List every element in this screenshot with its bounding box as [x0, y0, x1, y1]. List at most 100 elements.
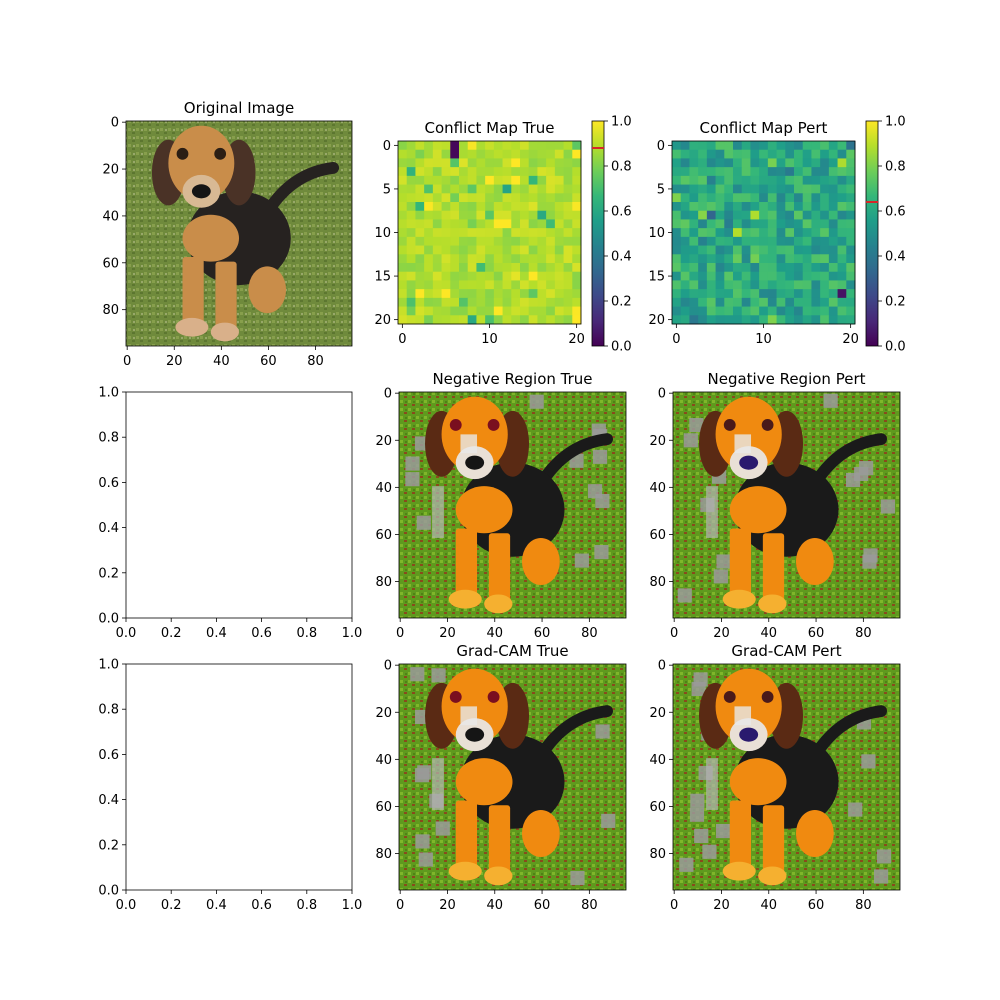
- y-tick-label: 15: [648, 270, 665, 285]
- subplot-gradcam-pert: 0 20 40 60 80 0 20 40 60 80 Grad-CAM Pert: [649, 642, 900, 913]
- x-tick-label: 60: [260, 354, 277, 369]
- x-tick-label: 0: [670, 898, 678, 913]
- colorbar-gradient: [866, 121, 878, 346]
- y-tick-label: 60: [649, 800, 666, 815]
- x-tick-label: 20: [713, 626, 730, 641]
- y-tick-label: 80: [375, 575, 392, 590]
- y-tick-label: 0.6: [98, 476, 119, 491]
- x-tick-label: 0: [396, 626, 404, 641]
- colorbar-tick-label: 0.6: [885, 205, 906, 220]
- colorbar-tick-label: 0.2: [611, 295, 632, 310]
- subplot-conflict-pert: 0 10 20 0 5 10 15 20 Conflict Map Pert: [648, 119, 858, 347]
- x-tick-label: 0.6: [251, 626, 272, 641]
- y-tick-label: 80: [649, 575, 666, 590]
- x-tick-label: 10: [755, 332, 772, 347]
- x-tick-label: 0.8: [296, 626, 317, 641]
- y-tick-label: 5: [657, 182, 665, 197]
- x-tick-label: 0.4: [206, 898, 227, 913]
- colorbar-gradient: [592, 121, 604, 346]
- subplot-title: Negative Region True: [432, 370, 592, 388]
- y-tick-label: 40: [375, 753, 392, 768]
- y-tick-label: 1.0: [98, 386, 119, 401]
- x-tick-label: 20: [713, 898, 730, 913]
- subplot-negative-pert: 0 20 40 60 80 0 20 40 60 80 Negative Region Pert: [649, 370, 900, 641]
- subplot-title: Conflict Map Pert: [700, 119, 828, 137]
- x-tick-label: 40: [486, 898, 503, 913]
- x-tick-label: 0: [670, 626, 678, 641]
- y-tick-label: 20: [375, 434, 392, 449]
- x-tick-label: 0: [398, 332, 406, 347]
- y-tick-label: 80: [102, 303, 119, 318]
- y-tick-label: 0.0: [98, 884, 119, 899]
- y-tick-label: 1.0: [98, 658, 119, 673]
- y-tick-label: 80: [375, 847, 392, 862]
- x-tick-label: 0.2: [161, 626, 182, 641]
- x-tick-label: 20: [842, 332, 859, 347]
- y-tick-label: 5: [383, 182, 391, 197]
- y-tick-label: 0.4: [98, 793, 119, 808]
- x-tick-label: 0: [672, 332, 680, 347]
- subplot-title: Original Image: [184, 99, 294, 117]
- subplot-title: Grad-CAM True: [456, 642, 568, 660]
- y-tick-label: 80: [649, 847, 666, 862]
- y-tick-label: 20: [649, 706, 666, 721]
- y-tick-label: 0.8: [98, 431, 119, 446]
- y-tick-label: 60: [375, 800, 392, 815]
- y-tick-label: 20: [102, 163, 119, 178]
- subplot-empty-1: 0.0 0.2 0.4 0.6 0.8 1.0 0.0 0.2 0.4 0.6 0.8 1.0: [98, 386, 362, 642]
- x-tick-label: 60: [808, 898, 825, 913]
- colorbar-tick-label: 0.4: [885, 250, 906, 265]
- subplot-negative-true: 0 20 40 60 80 0 20 40 60 80 Negative Region True: [375, 370, 626, 641]
- colorbar-tick-label: 1.0: [885, 115, 906, 130]
- colorbar-tick-label: 0.0: [611, 340, 632, 355]
- y-tick-label: 0: [658, 387, 666, 402]
- y-tick-label: 0.8: [98, 703, 119, 718]
- x-tick-label: 20: [166, 354, 183, 369]
- x-tick-label: 1.0: [342, 898, 363, 913]
- x-tick-label: 80: [581, 626, 598, 641]
- x-tick-label: 80: [855, 898, 872, 913]
- x-tick-label: 0.6: [251, 898, 272, 913]
- y-tick-label: 20: [649, 434, 666, 449]
- x-tick-label: 80: [307, 354, 324, 369]
- subplot-conflict-true: 0 10 20 0 5 10 15 20 Conflict Map True: [374, 119, 584, 347]
- y-tick-label: 15: [374, 270, 391, 285]
- y-tick-label: 0: [384, 659, 392, 674]
- colorbar: 0.0 0.2 0.4 0.6 0.8 1.0: [866, 115, 906, 355]
- y-tick-label: 60: [102, 256, 119, 271]
- x-tick-label: 20: [568, 332, 585, 347]
- y-tick-label: 0.0: [98, 612, 119, 627]
- subplot-original: 0 20 40 60 80 0 20 40 60 80 Original Image: [102, 99, 352, 369]
- x-tick-label: 60: [808, 626, 825, 641]
- y-tick-label: 0: [657, 139, 665, 154]
- y-tick-label: 0: [111, 116, 119, 131]
- y-tick-label: 10: [648, 226, 665, 241]
- x-tick-label: 0.0: [116, 626, 137, 641]
- x-tick-label: 0.0: [116, 898, 137, 913]
- x-tick-label: 1.0: [342, 626, 363, 641]
- colorbar-tick-label: 0.0: [885, 340, 906, 355]
- x-tick-label: 0: [396, 898, 404, 913]
- y-tick-label: 40: [649, 753, 666, 768]
- colorbar-tick-label: 1.0: [611, 115, 632, 130]
- y-tick-label: 0.4: [98, 521, 119, 536]
- x-tick-label: 40: [213, 354, 230, 369]
- x-tick-label: 80: [581, 898, 598, 913]
- x-tick-label: 0.2: [161, 898, 182, 913]
- colorbar-tick-label: 0.2: [885, 295, 906, 310]
- subplot-empty-2: 0.0 0.2 0.4 0.6 0.8 1.0 0.0 0.2 0.4 0.6 0.8 1.0: [98, 658, 362, 914]
- y-tick-label: 40: [649, 481, 666, 496]
- axes-frame: [126, 392, 352, 618]
- colorbar-tick-label: 0.8: [885, 160, 906, 175]
- x-tick-label: 10: [481, 332, 498, 347]
- colorbar-tick-label: 0.8: [611, 160, 632, 175]
- colorbar: 0.0 0.2 0.4 0.6 0.8 1.0: [592, 115, 632, 355]
- colorbar-tick-label: 0.6: [611, 205, 632, 220]
- subplot-title: Grad-CAM Pert: [731, 642, 841, 660]
- y-tick-label: 10: [374, 226, 391, 241]
- y-tick-label: 40: [102, 209, 119, 224]
- colorbar-tick-label: 0.4: [611, 250, 632, 265]
- y-tick-label: 0.6: [98, 748, 119, 763]
- y-tick-label: 0: [383, 139, 391, 154]
